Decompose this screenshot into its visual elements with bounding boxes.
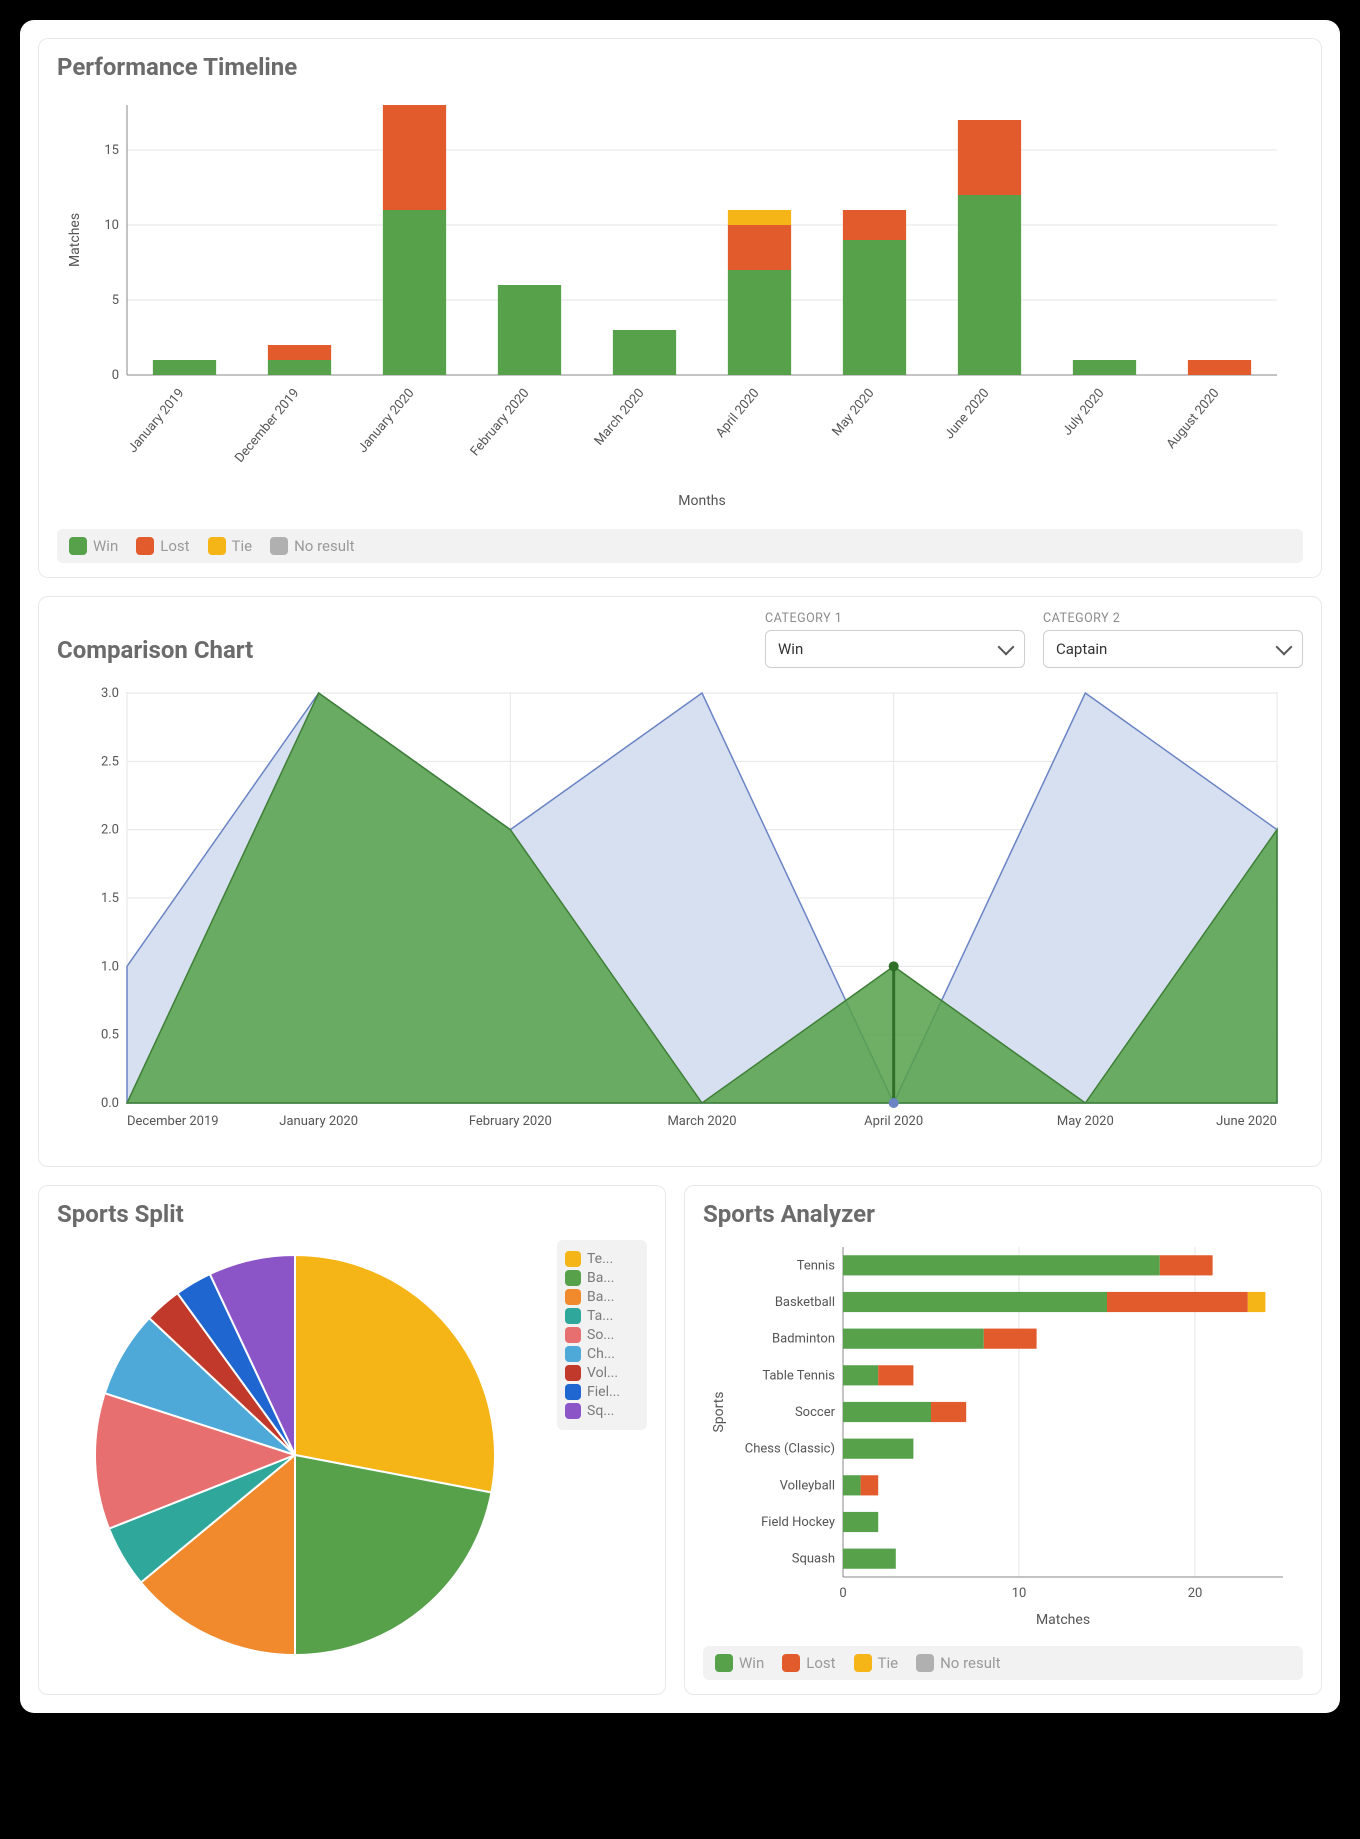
svg-text:1.5: 1.5 xyxy=(101,891,119,906)
svg-text:15: 15 xyxy=(104,143,119,158)
legend-item[interactable]: No result xyxy=(270,537,354,555)
svg-text:January 2020: January 2020 xyxy=(279,1114,358,1129)
category2-group: CATEGORY 2 Captain xyxy=(1043,611,1303,668)
sports-analyzer-chart: 0 10 20 Tennis Basketball Badminton Table Tenn… xyxy=(703,1232,1303,1632)
svg-text:March 2020: March 2020 xyxy=(592,386,648,449)
legend-item[interactable]: Vol... xyxy=(565,1365,639,1381)
svg-text:Soccer: Soccer xyxy=(795,1405,836,1420)
svg-text:20: 20 xyxy=(1188,1586,1203,1601)
sports-split-card: Sports Split Te... Ba... Ba... Ta... So... Ch… xyxy=(38,1185,666,1695)
performance-timeline-card: Performance Timeline 0 5 10 15 January 2019 D… xyxy=(38,38,1322,578)
svg-text:0: 0 xyxy=(839,1586,846,1601)
sports-split-legend: Te... Ba... Ba... Ta... So... Ch... Vol... Fiel… xyxy=(557,1240,647,1430)
svg-text:Volleyball: Volleyball xyxy=(780,1478,835,1493)
svg-text:January 2020: January 2020 xyxy=(355,386,417,456)
sports-split-title: Sports Split xyxy=(57,1200,647,1228)
legend-item[interactable]: Lost xyxy=(136,537,189,555)
category1-value: Win xyxy=(778,640,803,658)
comparison-title: Comparison Chart xyxy=(57,636,253,664)
legend-item[interactable]: Lost xyxy=(782,1654,835,1672)
category1-group: CATEGORY 1 Win xyxy=(765,611,1025,668)
svg-text:June 2020: June 2020 xyxy=(942,386,993,442)
svg-text:2.0: 2.0 xyxy=(101,823,119,838)
legend-item[interactable]: Ba... xyxy=(565,1270,639,1286)
legend-item[interactable]: Te... xyxy=(565,1251,639,1267)
performance-timeline-title: Performance Timeline xyxy=(57,53,1303,81)
category2-value: Captain xyxy=(1056,640,1107,658)
chevron-down-icon xyxy=(998,639,1015,656)
sports-analyzer-card: Sports Analyzer 0 10 20 Tennis Basketball Bad… xyxy=(684,1185,1322,1695)
svg-text:Badminton: Badminton xyxy=(772,1332,835,1347)
svg-text:1.0: 1.0 xyxy=(101,959,119,974)
legend-item[interactable]: Win xyxy=(715,1654,764,1672)
category1-label: CATEGORY 1 xyxy=(765,611,1025,626)
svg-text:May 2020: May 2020 xyxy=(829,386,877,439)
svg-text:Matches: Matches xyxy=(1036,1612,1090,1628)
svg-text:5: 5 xyxy=(112,293,119,308)
svg-text:Months: Months xyxy=(678,493,725,509)
svg-text:Basketball: Basketball xyxy=(775,1295,835,1310)
svg-text:May 2020: May 2020 xyxy=(1057,1114,1114,1129)
svg-text:April 2020: April 2020 xyxy=(713,386,762,441)
comparison-card: Comparison Chart CATEGORY 1 Win CATEGORY… xyxy=(38,596,1322,1167)
performance-timeline-chart: 0 5 10 15 January 2019 December 2019 January 2… xyxy=(57,85,1297,515)
svg-text:April 2020: April 2020 xyxy=(864,1114,923,1129)
legend-item[interactable]: So... xyxy=(565,1327,639,1343)
comparison-chart: 0.0 0.5 1.0 1.5 2.0 2.5 3.0 December 2019 Januar… xyxy=(57,668,1297,1148)
legend-item[interactable]: Ch... xyxy=(565,1346,639,1362)
svg-text:June 2020: June 2020 xyxy=(1216,1114,1277,1129)
chevron-down-icon xyxy=(1276,639,1293,656)
svg-text:Matches: Matches xyxy=(67,213,83,267)
svg-text:Tennis: Tennis xyxy=(797,1258,836,1273)
category2-label: CATEGORY 2 xyxy=(1043,611,1303,626)
svg-text:January 2019: January 2019 xyxy=(125,386,187,456)
svg-text:Sports: Sports xyxy=(711,1391,727,1432)
sports-analyzer-title: Sports Analyzer xyxy=(703,1200,1303,1228)
svg-text:July 2020: July 2020 xyxy=(1060,386,1108,439)
legend-item[interactable]: No result xyxy=(916,1654,1000,1672)
legend-item[interactable]: Win xyxy=(69,537,118,555)
svg-text:March 2020: March 2020 xyxy=(667,1114,736,1129)
svg-text:December 2019: December 2019 xyxy=(232,386,302,466)
sports-analyzer-legend: Win Lost Tie No result xyxy=(703,1646,1303,1680)
svg-text:February 2020: February 2020 xyxy=(469,1114,552,1129)
sports-split-pie xyxy=(80,1240,510,1670)
svg-text:0.5: 0.5 xyxy=(101,1028,119,1043)
svg-text:0.0: 0.0 xyxy=(101,1096,119,1111)
legend-item[interactable]: Tie xyxy=(854,1654,899,1672)
category1-select[interactable]: Win xyxy=(765,630,1025,668)
svg-text:Squash: Squash xyxy=(792,1552,835,1567)
svg-text:0: 0 xyxy=(112,368,119,383)
legend-item[interactable]: Tie xyxy=(208,537,253,555)
legend-item[interactable]: Ta... xyxy=(565,1308,639,1324)
svg-text:December 2019: December 2019 xyxy=(127,1114,219,1129)
category2-select[interactable]: Captain xyxy=(1043,630,1303,668)
dashboard: Performance Timeline 0 5 10 15 January 2019 D… xyxy=(20,20,1340,1713)
svg-text:August 2020: August 2020 xyxy=(1164,386,1223,452)
svg-text:3.0: 3.0 xyxy=(101,686,119,701)
svg-text:2.5: 2.5 xyxy=(101,754,119,769)
svg-text:10: 10 xyxy=(1012,1586,1027,1601)
legend-item[interactable]: Fiel... xyxy=(565,1384,639,1400)
performance-timeline-legend: Win Lost Tie No result xyxy=(57,529,1303,563)
svg-text:February 2020: February 2020 xyxy=(468,386,533,459)
legend-item[interactable]: Sq... xyxy=(565,1403,639,1419)
svg-text:10: 10 xyxy=(104,218,119,233)
svg-text:Chess (Classic): Chess (Classic) xyxy=(745,1442,835,1457)
svg-text:Table Tennis: Table Tennis xyxy=(762,1368,835,1383)
legend-item[interactable]: Ba... xyxy=(565,1289,639,1305)
svg-text:Field Hockey: Field Hockey xyxy=(761,1515,835,1530)
